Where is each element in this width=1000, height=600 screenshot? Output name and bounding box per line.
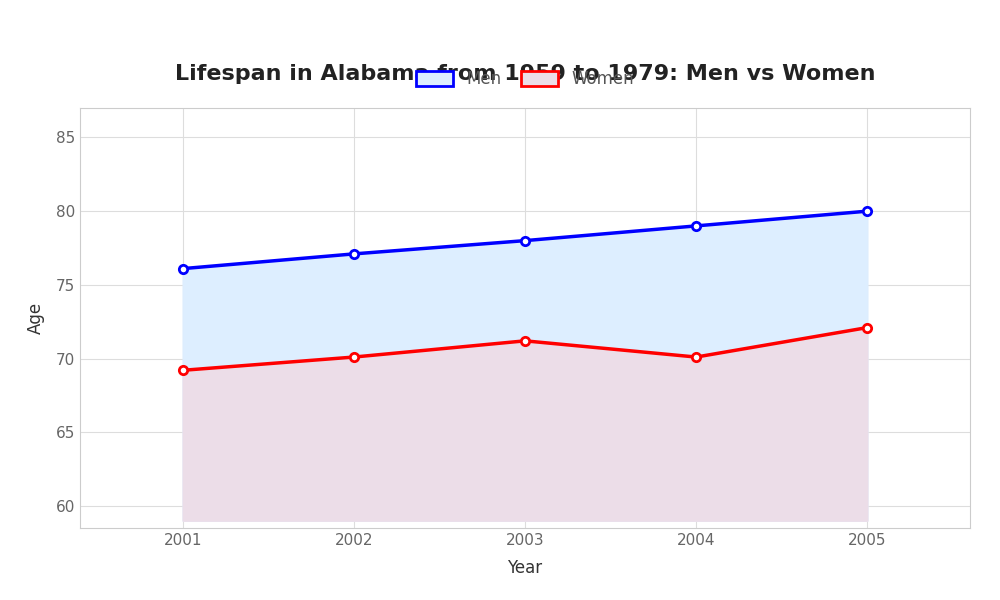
Legend: Men, Women: Men, Women (408, 62, 642, 97)
Y-axis label: Age: Age (27, 302, 45, 334)
X-axis label: Year: Year (507, 559, 543, 577)
Title: Lifespan in Alabama from 1959 to 1979: Men vs Women: Lifespan in Alabama from 1959 to 1979: M… (175, 64, 875, 84)
